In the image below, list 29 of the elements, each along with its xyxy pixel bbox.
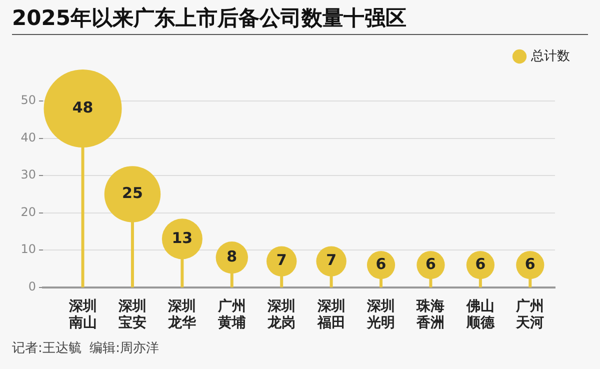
x-tick-label: 深圳宝安 — [117, 298, 146, 332]
data-label: 8 — [226, 247, 238, 266]
data-label: 7 — [276, 251, 287, 270]
data-label: 6 — [524, 254, 536, 273]
x-tick-label: 深圳龙华 — [167, 298, 198, 332]
y-tick-label: 30 — [20, 168, 36, 182]
data-label: 13 — [172, 228, 193, 247]
y-tick-label: 50 — [20, 93, 36, 108]
x-tick-label: 深圳南山 — [68, 298, 97, 332]
y-tick-label: 10 — [20, 242, 36, 256]
legend-label: 总计数 — [530, 48, 570, 64]
x-tick-label: 广州黄埔 — [216, 297, 246, 332]
chart-title: 2025年以来广东上市后备公司数量十强区 — [12, 4, 588, 35]
y-tick-label: 20 — [20, 204, 36, 219]
data-label: 25 — [122, 184, 143, 202]
x-tick-label: 珠海香洲 — [416, 298, 445, 332]
data-label: 6 — [475, 254, 486, 273]
data-label: 6 — [376, 254, 386, 273]
data-label: 7 — [326, 251, 337, 270]
x-tick-label: 深圳光明 — [366, 298, 396, 332]
x-tick-label: 广州天河 — [515, 297, 544, 332]
y-tick-label: 0 — [28, 280, 36, 294]
x-tick-label: 深圳龙岗 — [266, 298, 296, 332]
data-label: 6 — [426, 254, 436, 273]
data-label: 48 — [72, 98, 94, 116]
y-tick-label: 40 — [20, 130, 36, 144]
x-tick-label: 佛山顺德 — [465, 298, 496, 332]
text: 记者:王达毓 编辑:周亦洋 — [12, 340, 160, 357]
x-tick-label: 深圳福田 — [316, 298, 346, 332]
